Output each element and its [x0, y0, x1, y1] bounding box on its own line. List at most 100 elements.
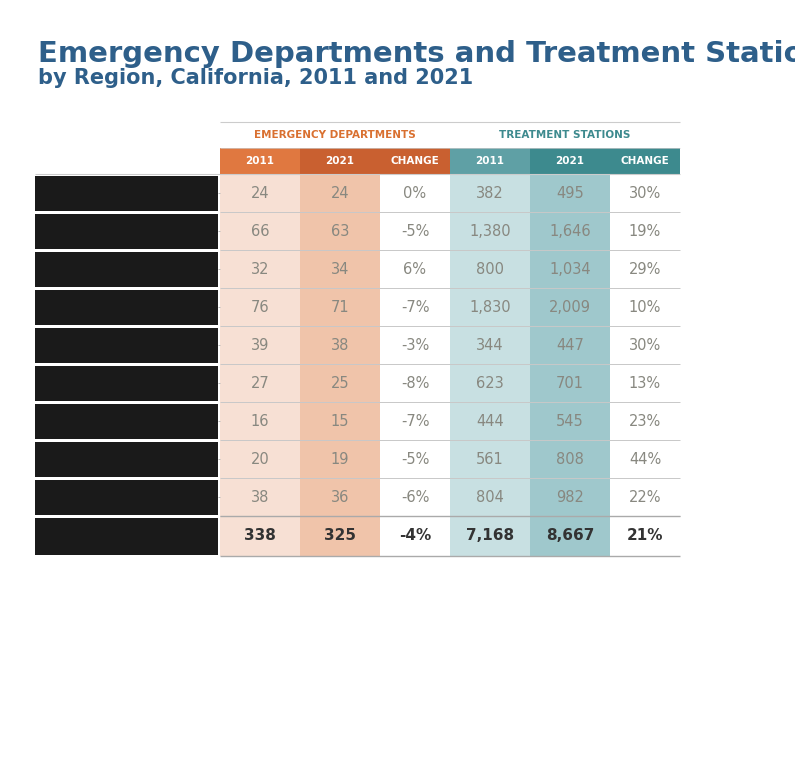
Text: 1,034: 1,034: [549, 261, 591, 277]
Text: 800: 800: [476, 261, 504, 277]
Text: 63: 63: [331, 223, 349, 239]
Text: 19: 19: [331, 451, 349, 467]
Text: 2,009: 2,009: [549, 299, 591, 315]
Bar: [35, 214, 218, 249]
Text: 25: 25: [331, 375, 349, 391]
Bar: [610, 250, 680, 288]
Text: 71: 71: [331, 299, 349, 315]
Bar: [610, 440, 680, 478]
Bar: [530, 250, 610, 288]
Bar: [220, 364, 300, 402]
Text: 982: 982: [556, 489, 584, 505]
Bar: [300, 478, 380, 516]
Text: TREATMENT STATIONS: TREATMENT STATIONS: [499, 130, 630, 140]
Bar: [300, 516, 380, 556]
Bar: [380, 250, 450, 288]
Text: 23%: 23%: [629, 413, 661, 429]
Bar: [35, 328, 218, 363]
Bar: [610, 478, 680, 516]
Bar: [530, 402, 610, 440]
Text: 30%: 30%: [629, 337, 661, 353]
Text: 804: 804: [476, 489, 504, 505]
Bar: [450, 250, 530, 288]
Bar: [530, 212, 610, 250]
Text: 2011: 2011: [475, 156, 505, 166]
Bar: [530, 326, 610, 364]
Bar: [220, 148, 300, 174]
Bar: [450, 212, 530, 250]
Text: 338: 338: [244, 528, 276, 543]
Bar: [380, 402, 450, 440]
Bar: [610, 174, 680, 212]
Text: 29%: 29%: [629, 261, 661, 277]
Text: 561: 561: [476, 451, 504, 467]
Bar: [450, 478, 530, 516]
Bar: [450, 516, 530, 556]
Bar: [35, 404, 218, 439]
Bar: [220, 122, 680, 556]
Bar: [530, 174, 610, 212]
Text: 6%: 6%: [404, 261, 426, 277]
Text: 344: 344: [476, 337, 504, 353]
Bar: [35, 480, 218, 515]
Text: by Region, California, 2011 and 2021: by Region, California, 2011 and 2021: [38, 68, 473, 88]
Text: 1,380: 1,380: [469, 223, 511, 239]
Text: 1,830: 1,830: [469, 299, 511, 315]
Text: 545: 545: [556, 413, 584, 429]
Bar: [610, 364, 680, 402]
Text: 623: 623: [476, 375, 504, 391]
Bar: [610, 288, 680, 326]
Bar: [220, 174, 300, 212]
Bar: [380, 174, 450, 212]
Text: 24: 24: [331, 185, 349, 201]
Text: 10%: 10%: [629, 299, 661, 315]
Bar: [300, 326, 380, 364]
Text: 8,667: 8,667: [546, 528, 594, 543]
Bar: [300, 250, 380, 288]
Text: 32: 32: [250, 261, 270, 277]
Bar: [530, 516, 610, 556]
Bar: [450, 440, 530, 478]
Text: 13%: 13%: [629, 375, 661, 391]
Bar: [220, 212, 300, 250]
Bar: [610, 402, 680, 440]
Text: 7,168: 7,168: [466, 528, 514, 543]
Text: 16: 16: [250, 413, 270, 429]
Bar: [450, 402, 530, 440]
Bar: [380, 212, 450, 250]
Bar: [220, 516, 300, 556]
Text: Emergency Departments and Treatment Stations: Emergency Departments and Treatment Stat…: [38, 40, 795, 68]
Text: 19%: 19%: [629, 223, 661, 239]
Bar: [35, 518, 218, 555]
Text: 39: 39: [250, 337, 270, 353]
Bar: [220, 440, 300, 478]
Bar: [380, 326, 450, 364]
Text: 20: 20: [250, 451, 270, 467]
Text: 44%: 44%: [629, 451, 661, 467]
Text: -8%: -8%: [401, 375, 429, 391]
Bar: [35, 442, 218, 477]
Bar: [450, 288, 530, 326]
Bar: [220, 288, 300, 326]
Text: 495: 495: [556, 185, 584, 201]
Text: 701: 701: [556, 375, 584, 391]
Bar: [530, 148, 610, 174]
Text: 21%: 21%: [626, 528, 663, 543]
Bar: [300, 212, 380, 250]
Text: -7%: -7%: [401, 299, 429, 315]
Text: 382: 382: [476, 185, 504, 201]
Bar: [380, 364, 450, 402]
Text: 30%: 30%: [629, 185, 661, 201]
Text: 2011: 2011: [246, 156, 274, 166]
Bar: [450, 174, 530, 212]
Bar: [610, 148, 680, 174]
Bar: [300, 174, 380, 212]
Text: 444: 444: [476, 413, 504, 429]
Text: 22%: 22%: [629, 489, 661, 505]
Text: 76: 76: [250, 299, 270, 315]
Text: 34: 34: [331, 261, 349, 277]
Text: 2021: 2021: [325, 156, 355, 166]
Bar: [300, 440, 380, 478]
Bar: [220, 402, 300, 440]
Text: 15: 15: [331, 413, 349, 429]
